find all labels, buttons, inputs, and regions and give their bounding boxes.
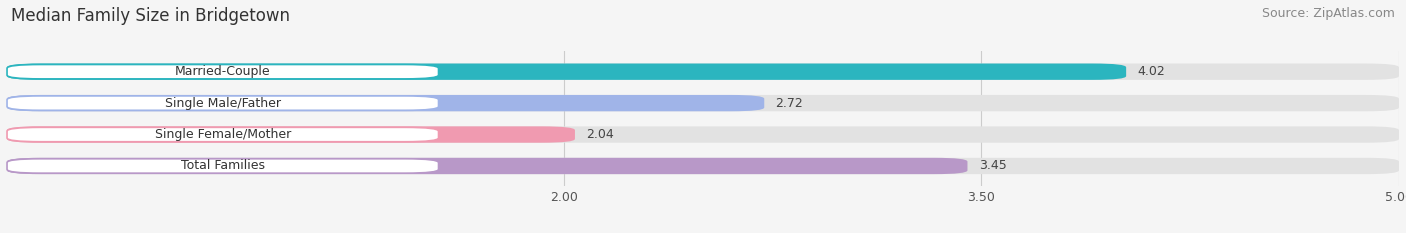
- Text: 2.04: 2.04: [586, 128, 614, 141]
- FancyBboxPatch shape: [7, 159, 439, 173]
- Text: 4.02: 4.02: [1137, 65, 1166, 78]
- Text: Total Families: Total Families: [181, 159, 264, 172]
- FancyBboxPatch shape: [7, 126, 1399, 143]
- FancyBboxPatch shape: [7, 158, 1399, 174]
- FancyBboxPatch shape: [7, 126, 575, 143]
- FancyBboxPatch shape: [7, 64, 1399, 80]
- FancyBboxPatch shape: [7, 95, 765, 111]
- FancyBboxPatch shape: [7, 65, 439, 79]
- FancyBboxPatch shape: [7, 64, 1126, 80]
- Text: Single Male/Father: Single Male/Father: [165, 97, 281, 110]
- FancyBboxPatch shape: [7, 158, 967, 174]
- Text: Married-Couple: Married-Couple: [174, 65, 270, 78]
- FancyBboxPatch shape: [7, 96, 439, 110]
- Text: Single Female/Mother: Single Female/Mother: [155, 128, 291, 141]
- FancyBboxPatch shape: [7, 127, 439, 142]
- FancyBboxPatch shape: [7, 95, 1399, 111]
- Text: 3.45: 3.45: [979, 159, 1007, 172]
- Text: Median Family Size in Bridgetown: Median Family Size in Bridgetown: [11, 7, 290, 25]
- Text: Source: ZipAtlas.com: Source: ZipAtlas.com: [1261, 7, 1395, 20]
- Text: 2.72: 2.72: [775, 97, 803, 110]
